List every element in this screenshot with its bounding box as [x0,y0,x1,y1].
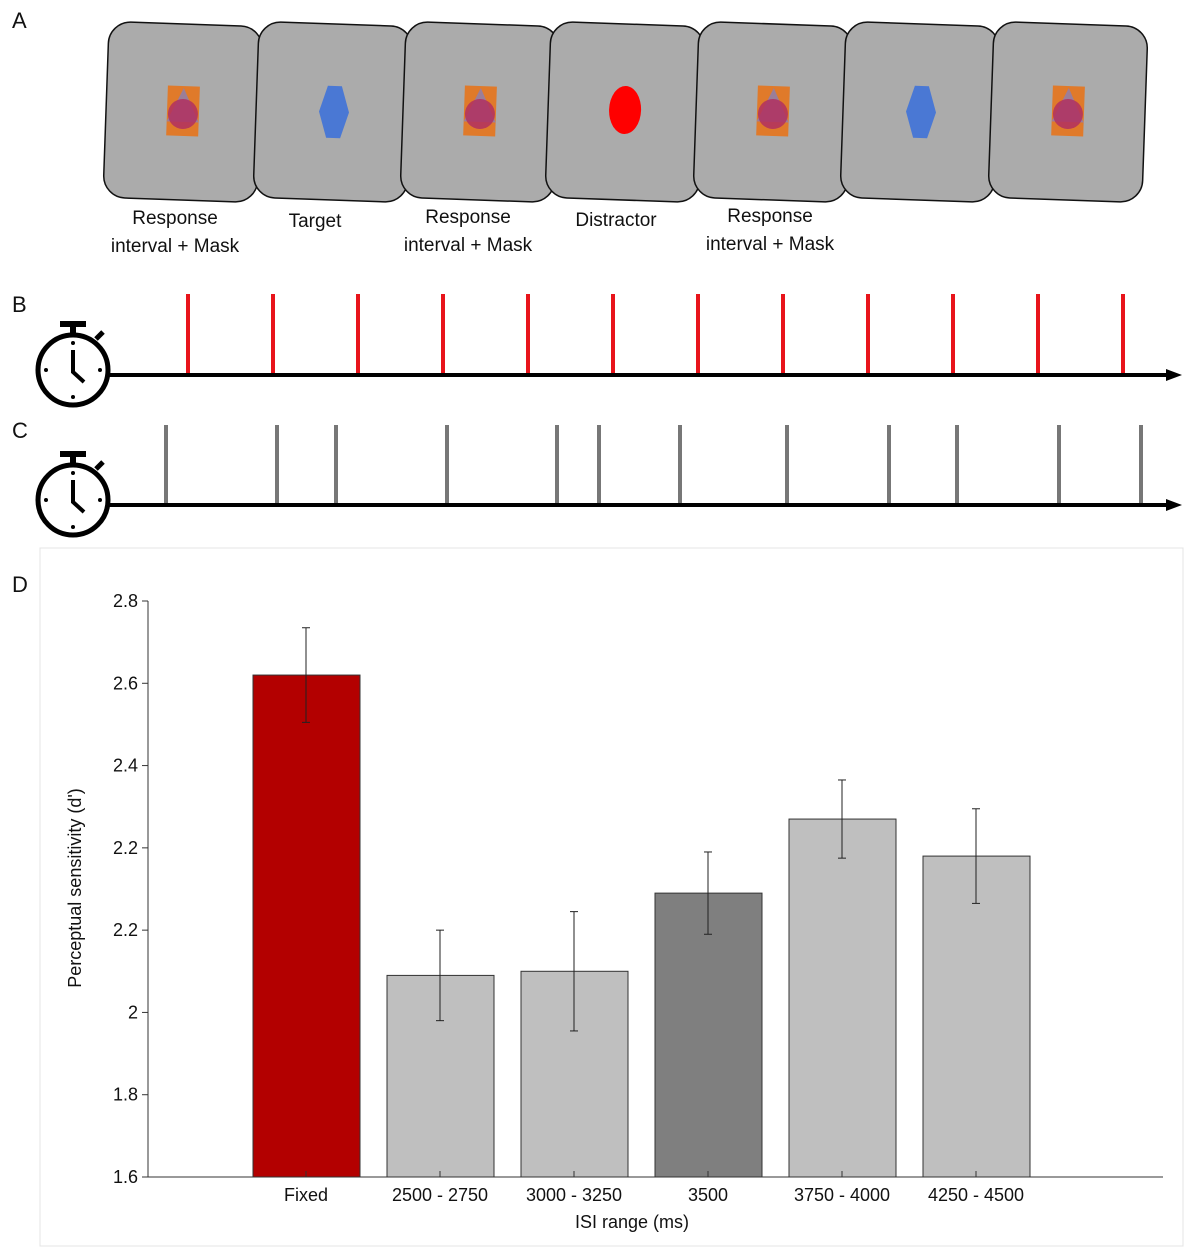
sequence-label: Target [240,208,390,236]
sequence-label: Response interval + Mask [100,205,250,261]
y-tick-label: 1.8 [113,1085,138,1105]
y-tick-label: 2 [128,1002,138,1022]
y-tick-label: 2.2 [113,838,138,858]
panel-label: A [12,8,27,34]
panel-label: C [12,418,28,444]
bar [789,819,896,1177]
screen [693,21,853,202]
x-tick-label: 3750 - 4000 [794,1185,890,1205]
x-tick-label: 3500 [688,1185,728,1205]
stopwatch-dot [71,471,75,475]
y-tick-label: 2.2 [113,920,138,940]
stopwatch-knob [96,332,103,339]
timelines [38,294,1182,535]
stopwatch-button [70,456,76,464]
x-tick-label: 4250 - 4500 [928,1185,1024,1205]
timeline-arrow [1166,499,1182,511]
bar [923,856,1030,1177]
y-axis-label: Perceptual sensitivity (d') [65,788,85,988]
bar [655,893,762,1177]
stopwatch-dot [98,498,102,502]
y-tick-label: 2.4 [113,756,138,776]
panel-label: B [12,292,27,318]
screen [545,21,705,202]
stopwatch-dot [44,368,48,372]
screen [253,21,413,202]
stopwatch-knob [96,462,103,469]
figure: 1.6 1.8 2 2.2 2.2 2.4 2.6 2.8 Fixed 2500 - 2750 30… [0,0,1184,1247]
screens [103,21,1148,202]
screen [400,21,560,202]
x-tick-label: Fixed [284,1185,328,1205]
stopwatch-dot [98,368,102,372]
y-tick-label: 2.8 [113,591,138,611]
panel-label: D [12,572,28,598]
x-tick-label: 2500 - 2750 [392,1185,488,1205]
screen [988,21,1148,202]
stopwatch-dot [71,395,75,399]
page: 1.6 1.8 2 2.2 2.2 2.4 2.6 2.8 Fixed 2500 - 2750 30… [0,0,1184,1247]
bar [253,675,360,1177]
screen [840,21,1000,202]
screen [103,21,263,202]
y-tick-label: 1.6 [113,1167,138,1187]
x-axis-label: ISI range (ms) [575,1212,689,1232]
timeline-arrow [1166,369,1182,381]
x-tick-label: 3000 - 3250 [526,1185,622,1205]
stopwatch-dot [71,525,75,529]
stopwatch-dot [71,341,75,345]
sequence-label: Response interval + Mask [695,203,845,259]
sequence-label: Distractor [541,207,691,235]
stopwatch-button [70,326,76,334]
y-tick-label: 2.6 [113,673,138,693]
sequence-label: Response interval + Mask [393,204,543,260]
stopwatch-dot [44,498,48,502]
